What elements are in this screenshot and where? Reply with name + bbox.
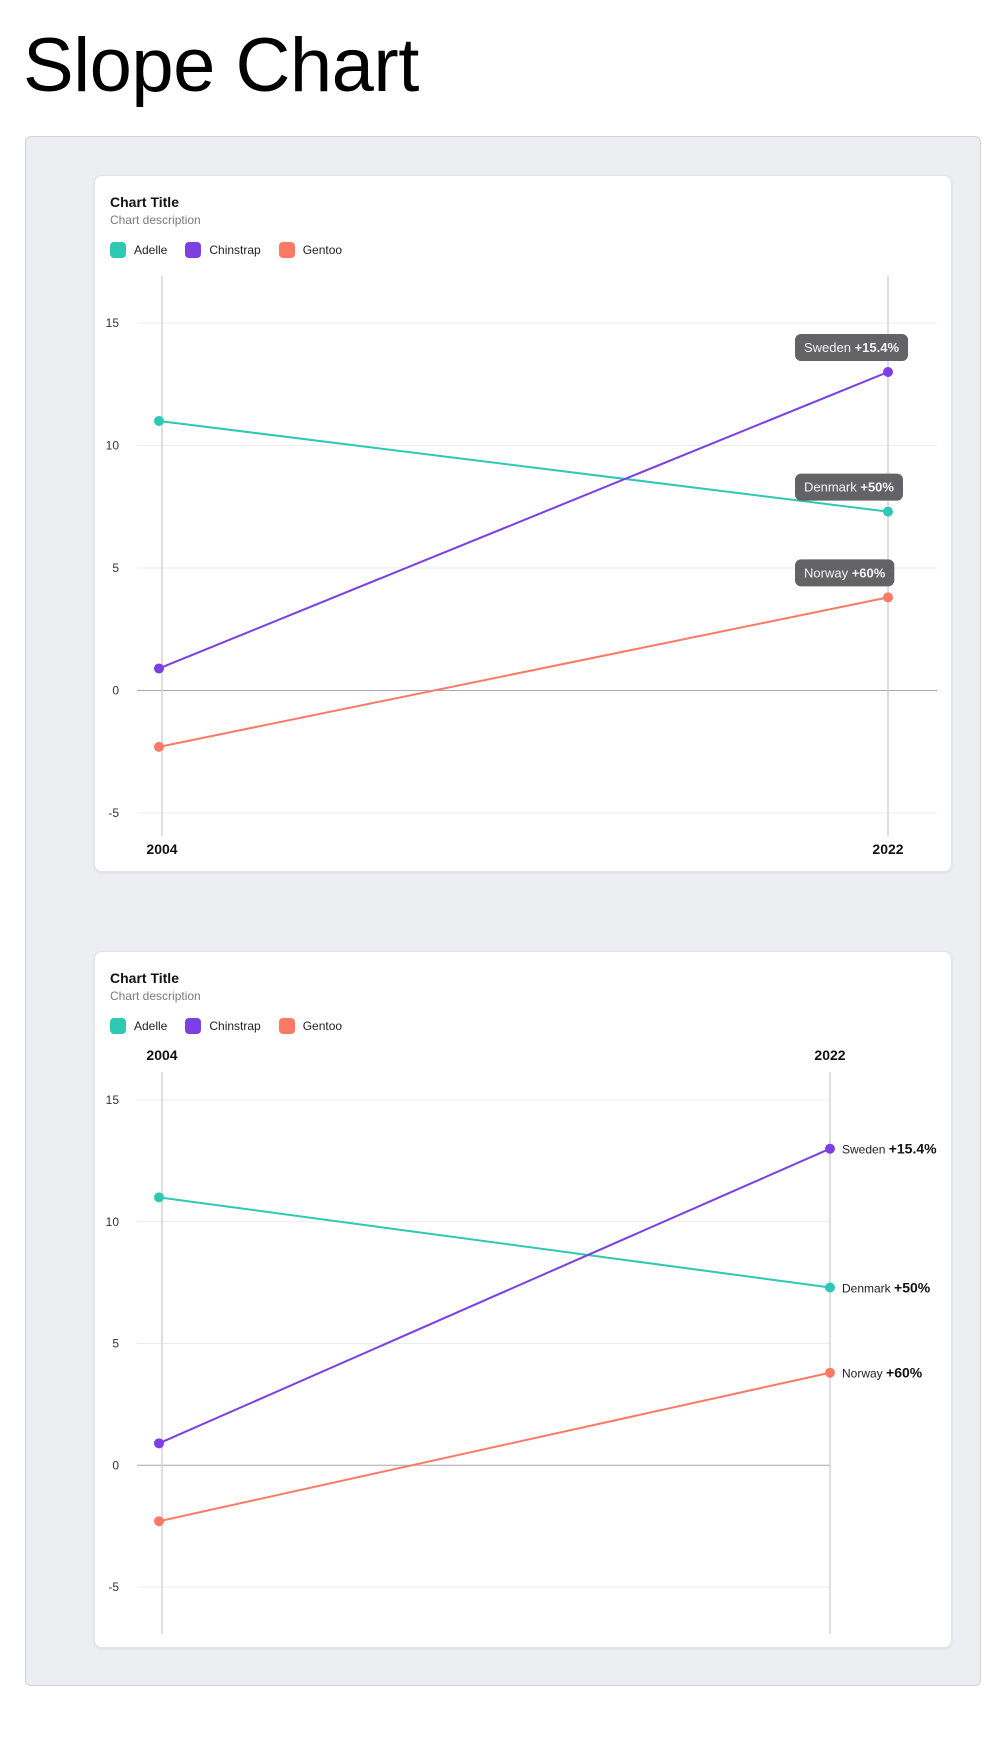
series-line-chinstrap[interactable]	[158, 1147, 831, 1445]
data-point-end[interactable]	[825, 1282, 835, 1293]
y-tick-label: -5	[108, 1580, 119, 1594]
end-label-inline: Denmark +50%	[842, 1279, 931, 1295]
y-tick-label: 10	[106, 1215, 120, 1229]
data-point-end[interactable]	[883, 506, 893, 517]
end-label-tooltip: Denmark +50%	[795, 473, 903, 501]
chart-legend: Adelle Chinstrap Gentoo	[110, 1018, 342, 1034]
chart-header: Chart Title Chart description	[110, 194, 201, 228]
data-point-start[interactable]	[154, 663, 164, 674]
legend-item-chinstrap[interactable]: Chinstrap	[185, 1018, 261, 1034]
y-tick-label: 0	[112, 684, 119, 698]
legend-label: Gentoo	[302, 243, 343, 257]
chart-legend: Adelle Chinstrap Gentoo	[110, 242, 342, 258]
data-point-start[interactable]	[154, 1192, 164, 1203]
chart-title: Chart Title	[110, 194, 179, 210]
data-point-end[interactable]	[883, 367, 893, 377]
data-point-end[interactable]	[883, 592, 893, 603]
slope-chart-plot: 15 10 5 0 -5 2004 2022 Denmark +50% Sweden +15.4…	[106, 1047, 937, 1634]
legend-item-chinstrap[interactable]: Chinstrap	[185, 242, 261, 258]
series-line-adelle[interactable]	[158, 1196, 831, 1289]
legend-item-adelle[interactable]: Adelle	[110, 1018, 167, 1034]
end-label-tooltip: Norway +60%	[795, 559, 895, 587]
data-point-start[interactable]	[154, 741, 164, 752]
legend-label: Chinstrap	[209, 243, 261, 257]
series-line-gentoo[interactable]	[158, 596, 889, 748]
series-line-adelle[interactable]	[158, 420, 889, 513]
x-axis-label: 2004	[146, 1047, 177, 1063]
series-line-gentoo[interactable]	[158, 1371, 831, 1523]
x-axis-label: 2022	[814, 1047, 845, 1063]
legend-swatch-icon	[278, 242, 295, 258]
legend-label: Gentoo	[302, 1019, 343, 1033]
svg-text:Norway +60%: Norway +60%	[804, 565, 886, 580]
legend-swatch-icon	[185, 1018, 202, 1034]
slope-chart-plot: 15 10 5 0 -5 2004 2022 Denmark +50% Sweden +15.4…	[106, 276, 937, 857]
y-tick-label: 15	[106, 316, 120, 330]
data-point-end[interactable]	[825, 1143, 835, 1154]
legend-swatch-icon	[110, 1018, 126, 1034]
end-label-inline: Sweden +15.4%	[842, 1141, 937, 1157]
legend-item-adelle[interactable]: Adelle	[110, 242, 167, 258]
page-title: Slope Chart	[23, 23, 419, 108]
legend-label: Chinstrap	[209, 1019, 261, 1033]
legend-swatch-icon	[110, 242, 126, 258]
y-tick-label: 5	[112, 561, 119, 575]
legend-item-gentoo[interactable]: Gentoo	[278, 1018, 343, 1034]
chart-description: Chart description	[110, 213, 201, 227]
x-axis-label: 2004	[146, 841, 177, 857]
legend-label: Adelle	[134, 243, 168, 257]
data-point-start[interactable]	[154, 1516, 164, 1527]
data-point-start[interactable]	[154, 1438, 164, 1449]
legend-label: Adelle	[134, 1019, 168, 1033]
legend-swatch-icon	[185, 242, 202, 258]
legend-item-gentoo[interactable]: Gentoo	[278, 242, 343, 258]
end-label-tooltip: Sweden +15.4%	[795, 334, 909, 361]
end-label-inline: Norway +60%	[842, 1365, 923, 1381]
chart-header: Chart Title Chart description	[110, 970, 201, 1004]
charts-container: Chart Title Chart description Adelle Chi…	[25, 136, 981, 1686]
x-axis-label: 2022	[872, 841, 903, 857]
svg-text:Denmark +50%: Denmark +50%	[804, 480, 894, 495]
chart-description: Chart description	[110, 989, 201, 1003]
chart-title: Chart Title	[110, 970, 179, 986]
svg-text:Sweden +15.4%: Sweden +15.4%	[804, 340, 899, 355]
y-tick-label: 10	[106, 439, 120, 453]
data-point-start[interactable]	[154, 416, 164, 426]
legend-swatch-icon	[278, 1018, 295, 1034]
data-point-end[interactable]	[825, 1367, 835, 1378]
y-tick-label: 5	[112, 1337, 119, 1351]
y-tick-label: 0	[112, 1458, 119, 1472]
series-line-chinstrap[interactable]	[158, 371, 889, 670]
y-tick-label: -5	[108, 806, 119, 820]
chart-card-inline-labels: Chart Title Chart description Adelle Chi…	[94, 951, 952, 1648]
chart-card-tooltip-labels: Chart Title Chart description Adelle Chi…	[94, 175, 952, 872]
y-tick-label: 15	[106, 1093, 120, 1107]
